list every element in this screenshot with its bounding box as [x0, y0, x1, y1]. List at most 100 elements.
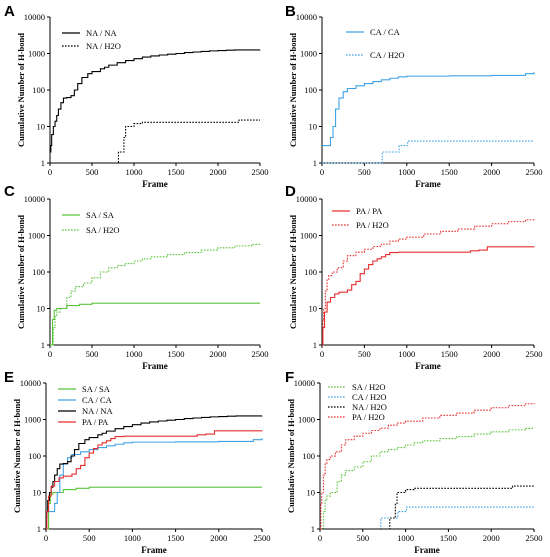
- y-tick-label: 1: [41, 158, 45, 168]
- x-tick-label: 500: [356, 533, 369, 543]
- legend-label: SA / H2O: [86, 225, 120, 235]
- x-axis-label: Frame: [142, 179, 167, 189]
- series-line-pa-h2o: [322, 219, 535, 346]
- y-tick-label: 1000: [28, 49, 45, 59]
- chart-panel-e: E 1 10 100 1000 10000 0 500 1000 1500 2000 2500 Fram…: [4, 369, 271, 555]
- chart-panel-b: B 1 10 100 1000 10000 0 500 1000 1500 2000 2500 Fram…: [285, 3, 543, 189]
- y-tick-label: 1: [41, 340, 45, 350]
- x-tick-label: 2000: [210, 349, 227, 359]
- legend-label: SA / H2O: [352, 382, 386, 392]
- series-line-sa-sa: [46, 486, 262, 530]
- legend-label: NA / NA: [82, 406, 114, 416]
- y-tick-label: 10000: [294, 378, 315, 388]
- legend-label: SA / SA: [82, 384, 111, 394]
- chart-panel-c: C 1 10 100 1000 10000 0 500 1000 1500 2000 2500 Fram…: [4, 183, 269, 371]
- x-tick-label: 1000: [126, 349, 143, 359]
- x-tick-label: 2500: [252, 167, 269, 177]
- x-axis-label: Frame: [415, 361, 440, 371]
- x-tick-label: 1500: [167, 533, 184, 543]
- y-tick-label: 10: [37, 304, 46, 314]
- x-tick-label: 2000: [210, 167, 227, 177]
- x-tick-label: 500: [86, 167, 99, 177]
- y-tick-label: 100: [304, 85, 317, 95]
- x-tick-label: 2000: [210, 533, 227, 543]
- y-tick-label: 10000: [24, 194, 45, 204]
- series-line-sa-h2o: [50, 243, 261, 346]
- series-line-pa-pa: [322, 246, 535, 346]
- y-tick-label: 1: [313, 340, 317, 350]
- series-line-ca-ca: [322, 72, 535, 147]
- x-axis-label: Frame: [415, 179, 440, 189]
- y-axis-label: Cumulative Number of H-bond: [288, 215, 298, 329]
- legend-label: PA / PA: [82, 417, 109, 427]
- y-tick-label: 10: [37, 122, 46, 132]
- y-tick-label: 100: [32, 85, 45, 95]
- panel-letter: D: [285, 183, 296, 200]
- y-tick-label: 10: [33, 488, 42, 498]
- y-axis-label: Cumulative Number of H-bond: [288, 33, 298, 147]
- series-line-sa-h2o: [320, 427, 535, 530]
- series-line-na-na: [50, 49, 261, 153]
- x-tick-label: 0: [48, 349, 52, 359]
- legend-label: CA / H2O: [352, 392, 386, 402]
- x-tick-label: 0: [320, 167, 324, 177]
- x-tick-label: 2000: [483, 533, 500, 543]
- legend-label: CA / CA: [82, 395, 113, 405]
- y-tick-label: 10000: [20, 378, 41, 388]
- x-tick-label: 1500: [168, 167, 185, 177]
- y-tick-label: 1000: [298, 415, 315, 425]
- x-tick-label: 500: [86, 349, 99, 359]
- series-line-na-h2o: [320, 485, 534, 530]
- y-tick-label: 1000: [28, 231, 45, 241]
- panel-letter: C: [4, 183, 15, 200]
- x-tick-label: 0: [320, 349, 324, 359]
- x-tick-label: 2500: [526, 167, 543, 177]
- series-line-pa-pa: [46, 430, 263, 530]
- x-tick-label: 1000: [398, 167, 415, 177]
- legend-label: PA / H2O: [356, 220, 389, 230]
- legend-label: CA / CA: [370, 27, 401, 37]
- x-tick-label: 2500: [252, 349, 269, 359]
- y-tick-label: 1000: [300, 231, 317, 241]
- y-tick-label: 10: [307, 488, 316, 498]
- x-tick-label: 2500: [526, 533, 543, 543]
- panel-letter: A: [4, 3, 15, 20]
- legend-label: PA / PA: [356, 206, 383, 216]
- legend-label: NA / H2O: [86, 41, 121, 51]
- x-axis-label: Frame: [141, 545, 166, 555]
- y-tick-label: 10: [309, 122, 318, 132]
- y-tick-label: 1000: [24, 415, 41, 425]
- legend-label: NA / H2O: [352, 402, 387, 412]
- series-line-na-h2o: [50, 119, 260, 164]
- y-tick-label: 10000: [296, 194, 317, 204]
- series-line-sa-sa: [50, 302, 260, 346]
- panel-letter: F: [285, 369, 294, 386]
- y-tick-label: 10000: [24, 12, 45, 22]
- chart-panel-a: A 1 10 100 1000 10000 0 500 1000 1500 2000 2500 Fram…: [4, 3, 269, 189]
- series-line-ca-h2o: [322, 140, 534, 164]
- y-tick-label: 1: [37, 524, 41, 534]
- x-tick-label: 500: [358, 167, 371, 177]
- x-tick-label: 0: [48, 167, 52, 177]
- panel-letter: B: [285, 3, 296, 20]
- x-tick-label: 1000: [126, 167, 143, 177]
- x-tick-label: 2500: [254, 533, 271, 543]
- x-tick-label: 1000: [398, 349, 415, 359]
- x-tick-label: 500: [83, 533, 96, 543]
- panel-letter: E: [4, 369, 14, 386]
- y-tick-label: 100: [302, 451, 315, 461]
- x-axis-label: Frame: [414, 545, 439, 555]
- x-tick-label: 0: [44, 533, 48, 543]
- series-line-pa-h2o: [320, 403, 535, 530]
- x-tick-label: 500: [358, 349, 371, 359]
- y-tick-label: 100: [32, 267, 45, 277]
- x-tick-label: 2500: [526, 349, 543, 359]
- x-tick-label: 1000: [124, 533, 141, 543]
- x-tick-label: 2000: [483, 167, 500, 177]
- legend-label: NA / NA: [86, 28, 118, 38]
- x-tick-label: 0: [318, 533, 322, 543]
- x-tick-label: 2000: [483, 349, 500, 359]
- legend-label: SA / SA: [86, 210, 115, 220]
- x-tick-label: 1500: [441, 167, 458, 177]
